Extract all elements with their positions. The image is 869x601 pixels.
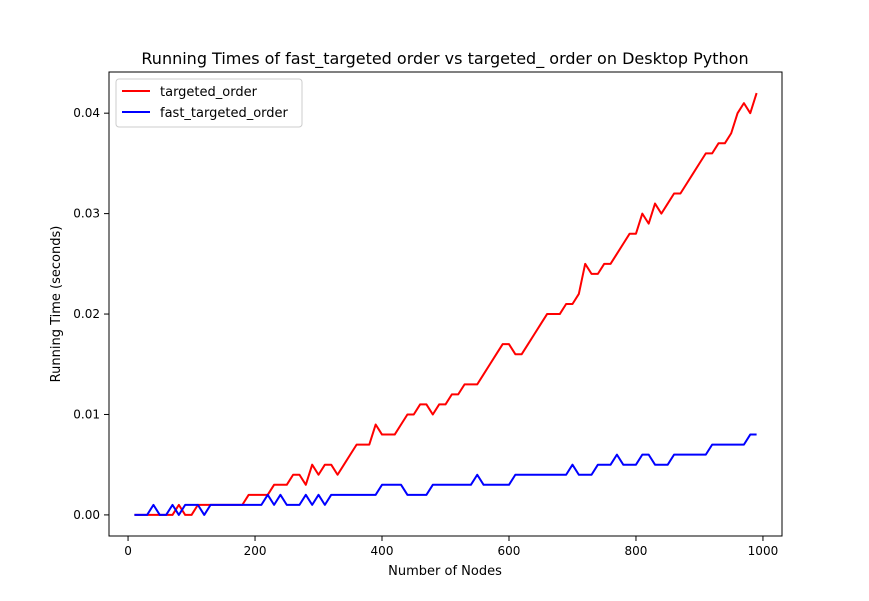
x-tick-label: 400 bbox=[371, 544, 394, 558]
y-tick-label: 0.04 bbox=[73, 106, 100, 120]
legend-label-targeted-order: targeted_order bbox=[160, 85, 258, 100]
y-axis-label: Running Time (seconds) bbox=[49, 226, 64, 383]
x-tick-label: 200 bbox=[244, 544, 267, 558]
series-layer bbox=[134, 92, 758, 516]
x-axis-label: Number of Nodes bbox=[388, 564, 502, 579]
plot-area-frame bbox=[108, 71, 783, 537]
y-tick-label: 0.01 bbox=[73, 407, 100, 421]
chart-title: Running Times of fast_targeted order vs … bbox=[141, 49, 748, 69]
x-tick-label: 0 bbox=[124, 544, 132, 558]
x-tick-label: 600 bbox=[498, 544, 521, 558]
x-tick-label: 800 bbox=[625, 544, 648, 558]
series-line-fast-targeted-order bbox=[134, 433, 757, 516]
y-tick-label: 0.02 bbox=[73, 307, 100, 321]
x-tick-label: 1000 bbox=[748, 544, 779, 558]
y-axis: 0.00 0.01 0.02 0.03 0.04 bbox=[73, 106, 109, 522]
y-tick-label: 0.03 bbox=[73, 207, 100, 221]
y-tick-label: 0.00 bbox=[73, 508, 100, 522]
legend-box bbox=[115, 78, 303, 128]
legend-label-fast-targeted-order: fast_targeted_order bbox=[160, 106, 289, 121]
x-axis: 0 200 400 600 800 1000 bbox=[124, 536, 778, 558]
legend: targeted_order fast_targeted_order bbox=[115, 78, 303, 128]
